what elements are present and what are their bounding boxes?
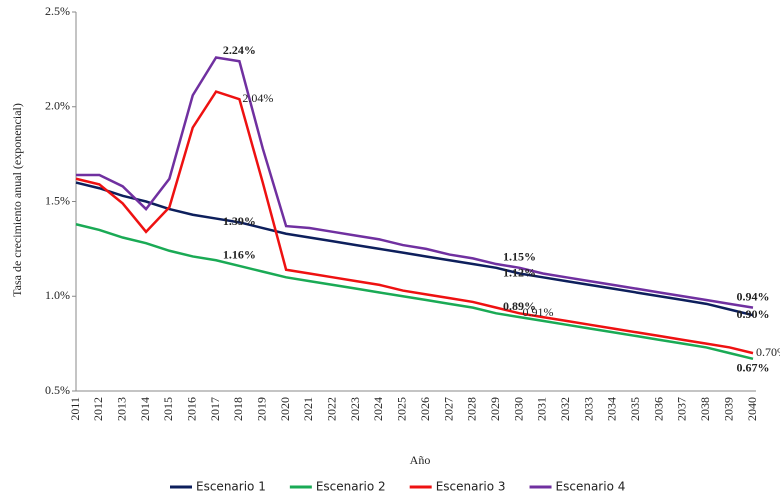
x-tick-label: 2023 xyxy=(348,397,362,421)
y-axis-title: Tasa de crecimiento anual (exponencial) xyxy=(10,103,24,297)
y-tick-label: 2.0% xyxy=(45,99,70,113)
x-axis-title: Año xyxy=(410,453,431,467)
legend-label: Escenario 2 xyxy=(316,480,386,494)
x-tick-label: 2024 xyxy=(371,397,385,421)
x-tick-label: 2040 xyxy=(745,397,759,421)
x-tick-label: 2017 xyxy=(208,397,222,421)
x-tick-label: 2038 xyxy=(698,397,712,421)
data-label: 0.94% xyxy=(737,289,770,303)
data-label: 1.39% xyxy=(223,214,256,228)
x-tick-label: 2025 xyxy=(395,397,409,421)
x-tick-label: 2020 xyxy=(278,397,292,421)
data-label: 0.67% xyxy=(737,361,770,375)
y-tick-label: 1.5% xyxy=(45,193,70,207)
y-tick-label: 2.5% xyxy=(45,4,70,18)
x-tick-label: 2019 xyxy=(255,397,269,421)
data-label: 0.70% xyxy=(756,345,780,359)
x-tick-label: 2012 xyxy=(91,397,105,421)
x-tick-label: 2021 xyxy=(301,397,315,421)
data-label: 1.12% xyxy=(503,265,536,279)
x-tick-label: 2013 xyxy=(114,397,128,421)
legend-label: Escenario 3 xyxy=(436,480,506,494)
x-tick-label: 2029 xyxy=(488,397,502,421)
legend: Escenario 1 Escenario 2 Escenario 3 Escenar… xyxy=(170,480,625,494)
x-tick-label: 2018 xyxy=(231,397,245,421)
x-tick-label: 2027 xyxy=(441,397,455,421)
x-tick-label: 2039 xyxy=(721,397,735,421)
data-label: 1.15% xyxy=(503,250,536,264)
x-tick-label: 2035 xyxy=(628,397,642,421)
x-tick-label: 2014 xyxy=(138,397,152,421)
x-tick-label: 2032 xyxy=(558,397,572,421)
x-tick-label: 2033 xyxy=(581,397,595,421)
y-tick-label: 0.5% xyxy=(45,383,70,397)
x-tick-label: 2037 xyxy=(675,397,689,421)
y-tick-label: 1.0% xyxy=(45,288,70,302)
data-label: 0.91% xyxy=(523,305,554,319)
data-label: 1.16% xyxy=(223,248,256,262)
data-label: 2.04% xyxy=(242,91,273,105)
x-tick-label: 2015 xyxy=(161,397,175,421)
line-series xyxy=(75,223,754,360)
x-tick-label: 2022 xyxy=(325,397,339,421)
legend-label: Escenario 1 xyxy=(196,480,266,494)
data-label: 2.24% xyxy=(223,43,256,57)
line-series xyxy=(75,181,754,317)
data-label: 0.89% xyxy=(503,299,536,313)
x-tick-label: 2036 xyxy=(651,397,665,421)
x-tick-label: 2026 xyxy=(418,397,432,421)
x-tick-label: 2030 xyxy=(511,397,525,421)
line-series xyxy=(76,56,754,309)
data-label: 0.90% xyxy=(737,307,770,321)
line-series xyxy=(75,90,754,355)
x-tick-label: 2028 xyxy=(465,397,479,421)
legend-label: Escenario 4 xyxy=(556,480,626,494)
x-tick-label: 2031 xyxy=(535,397,549,421)
x-tick-label: 2034 xyxy=(605,397,619,421)
x-tick-label: 2011 xyxy=(68,397,82,421)
x-tick-label: 2016 xyxy=(184,397,198,421)
